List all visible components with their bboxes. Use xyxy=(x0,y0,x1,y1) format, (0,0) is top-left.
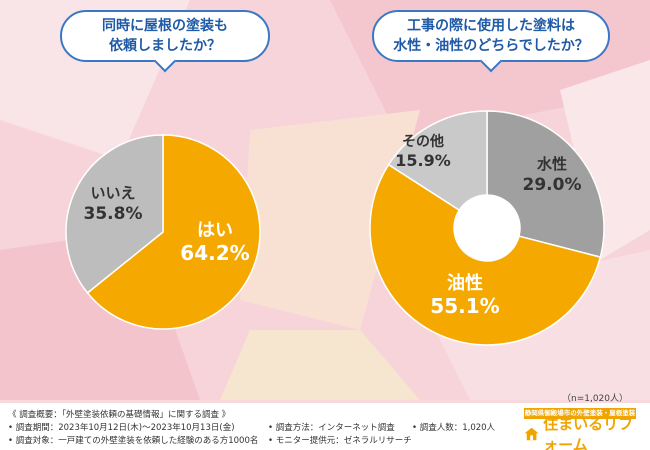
logo-tagline: 静岡県御殿場市の外壁塗装・屋根塗装店 xyxy=(524,408,636,428)
chart1-slice-2 xyxy=(65,134,164,294)
right-question-bubble: 工事の際に使用した塗料は 水性・油性のどちらでしたか？ xyxy=(372,10,610,62)
logo-name: 住まいるリフォーム xyxy=(543,414,634,450)
chart2-value-2: 55.1% xyxy=(430,294,499,318)
footer-provider: • モニター提供元：ゼネラルリサーチ xyxy=(268,436,412,446)
chart1-label-1: はい xyxy=(197,220,233,241)
footer-period: • 調査期間：2023年10月12日(木)〜2023年10月13日(金) xyxy=(8,423,235,433)
chart1-slice-1 xyxy=(86,134,261,330)
chart2-label-1: 水性 xyxy=(537,155,567,173)
chart1-value-1: 64.2% xyxy=(180,241,249,265)
chart2-label-3: その他 xyxy=(402,133,444,150)
right-title-line1: 工事の際に使用した塗料は xyxy=(407,18,575,34)
footer-count: • 調査人数：1,020人 xyxy=(412,423,496,433)
left-title-line1: 同時に屋根の塗装も xyxy=(102,18,228,34)
footer-target: • 調査対象：一戸建ての外壁塗装を依頼した経験のある方1000名 xyxy=(8,436,259,446)
chart2-value-1: 29.0% xyxy=(523,175,582,195)
right-title-line2: 水性・油性のどちらでしたか？ xyxy=(393,38,589,54)
chart2-value-3: 15.9% xyxy=(395,151,451,170)
chart2-donut-hole xyxy=(454,195,520,261)
left-question-bubble: 同時に屋根の塗装も 依頼しましたか？ xyxy=(60,10,270,62)
left-title-line2: 依頼しましたか？ xyxy=(109,38,221,54)
chart2-label-2: 油性 xyxy=(447,272,483,294)
house-icon xyxy=(524,427,539,440)
company-logo: 静岡県御殿場市の外壁塗装・屋根塗装店 住まいるリフォーム xyxy=(524,408,636,450)
sample-size-label: （n=1,020人） xyxy=(561,394,628,404)
chart1-value-2: 35.8% xyxy=(84,204,143,224)
survey-footer: 《 調査概要：「外壁塗装依頼の基礎情報」に関する調査 》 • 調査期間：2023… xyxy=(0,403,650,450)
chart1-label-2: いいえ xyxy=(90,184,135,202)
footer-overview: 《 調査概要：「外壁塗装依頼の基礎情報」に関する調査 》 xyxy=(8,410,231,420)
footer-method: • 調査方法：インターネット調査 xyxy=(268,423,395,433)
